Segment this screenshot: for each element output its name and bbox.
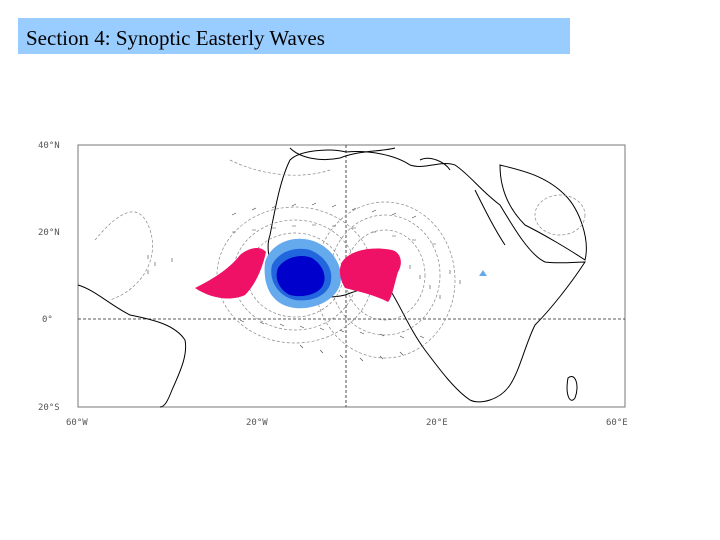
lat-label-20s: 20°S (38, 403, 60, 413)
negative-anomaly (264, 238, 341, 309)
lon-label-60w: 60°W (66, 418, 88, 428)
wind-vectors (147, 202, 461, 362)
slide-title: Section 4: Synoptic Easterly Waves (18, 18, 570, 54)
positive-anomaly (195, 248, 401, 302)
small-anomaly (479, 270, 487, 276)
lat-label-20n: 20°N (38, 228, 60, 238)
lat-label-40n: 40°N (38, 141, 60, 151)
lon-label-20e: 20°E (426, 418, 448, 428)
lon-label-60e: 60°E (606, 418, 628, 428)
lon-label-20w: 20°W (246, 418, 268, 428)
lat-label-0: 0° (42, 315, 53, 325)
